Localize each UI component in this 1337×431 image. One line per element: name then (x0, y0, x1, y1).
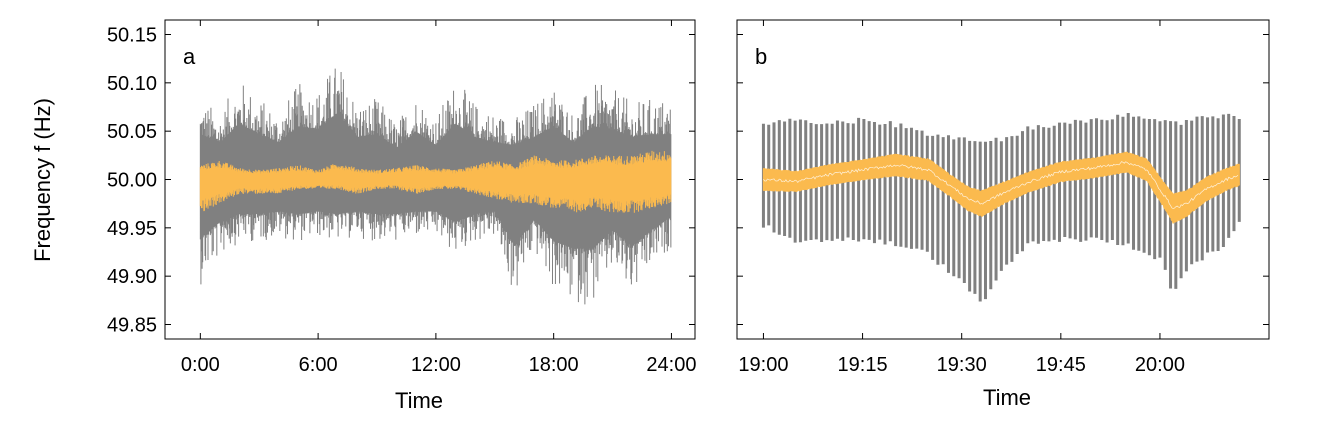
x-tick-label: 20:00 (1135, 354, 1185, 376)
x-tick-label: 19:30 (937, 354, 987, 376)
x-tick-label: 19:45 (1036, 354, 1086, 376)
panel-a-letter: a (183, 44, 196, 69)
x-tick-label: 19:15 (838, 354, 888, 376)
panel-b-data (761, 113, 1241, 302)
panel-a-y-ticks: 49.85 49.90 49.95 50.00 50.05 50.10 50.15 (107, 25, 695, 337)
panel-a-x-axis-title: Time (395, 388, 443, 413)
x-tick-label: 24:00 (646, 354, 696, 376)
y-tick-label: 50.00 (107, 170, 157, 192)
panel-a-data (199, 68, 672, 305)
y-tick-label: 50.05 (107, 121, 157, 143)
y-axis-title: Frequency f (Hz) (30, 98, 55, 262)
x-tick-label: 19:00 (738, 354, 788, 376)
x-tick-label: 12:00 (411, 354, 461, 376)
x-tick-label: 18:00 (529, 354, 579, 376)
x-tick-label: 6:00 (299, 354, 338, 376)
panel-b: 19:00 19:15 19:30 19:45 20:00 b Time (736, 19, 1270, 410)
panel-b-y-ticks (737, 34, 1269, 325)
series-orange-band-a (199, 150, 672, 213)
x-tick-label: 0:00 (181, 354, 220, 376)
y-tick-label: 50.15 (107, 25, 157, 47)
y-tick-label: 49.90 (107, 266, 157, 288)
panel-a: 49.85 49.90 49.95 50.00 50.05 50.10 50.15 0:00… (107, 19, 696, 413)
series-center-line-b (763, 161, 1239, 209)
panel-b-x-axis-title: Time (983, 385, 1031, 410)
y-tick-label: 49.85 (107, 315, 157, 337)
panel-a-x-ticks: 0:00 6:00 12:00 18:00 24:00 (181, 20, 696, 376)
panel-b-x-ticks: 19:00 19:15 19:30 19:45 20:00 (738, 20, 1185, 376)
panel-b-letter: b (755, 44, 767, 69)
y-tick-label: 50.10 (107, 73, 157, 95)
y-tick-label: 49.95 (107, 218, 157, 240)
